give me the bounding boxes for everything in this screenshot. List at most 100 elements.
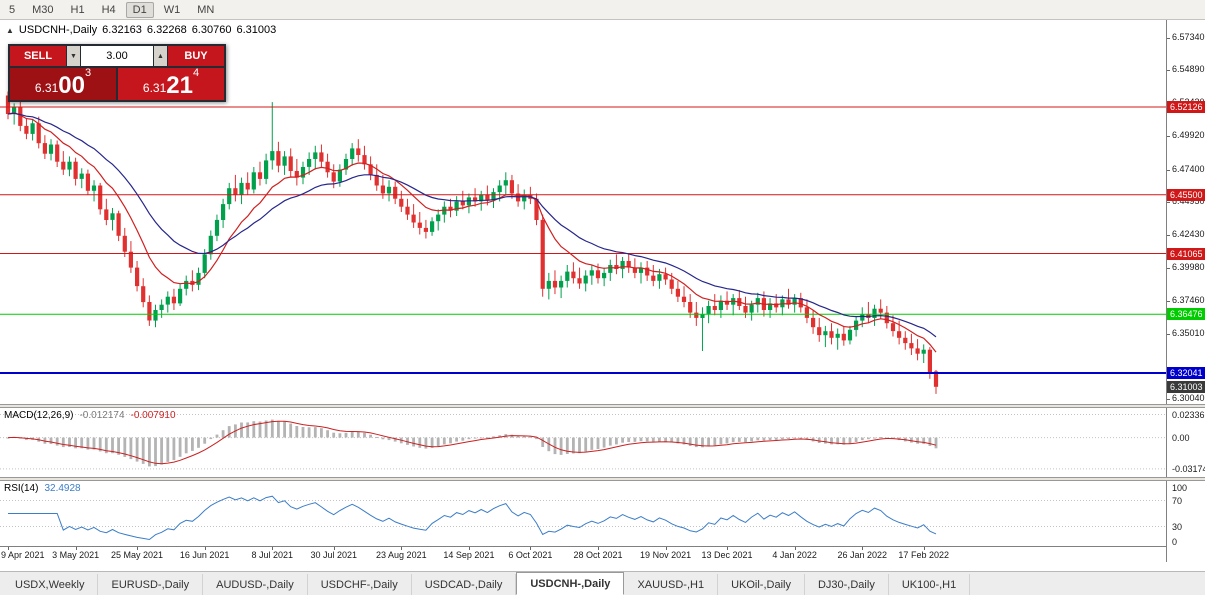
volume-increase-icon[interactable]: ▲ bbox=[154, 46, 167, 66]
rsi-value: 32.4928 bbox=[44, 483, 81, 494]
timeframe-button-h1[interactable]: H1 bbox=[70, 3, 85, 16]
tab-xauusd-h1[interactable]: XAUUSD-,H1 bbox=[624, 574, 719, 595]
timeframe-button-mn[interactable]: MN bbox=[197, 3, 215, 16]
date-tick-mark bbox=[862, 547, 864, 550]
ohlc-close: 6.31003 bbox=[236, 24, 277, 36]
date-tick-mark bbox=[923, 547, 925, 550]
bid-price[interactable]: 6.31 00 3 bbox=[10, 68, 116, 100]
price-tick-mark bbox=[1167, 399, 1170, 401]
date-tick-mark bbox=[204, 547, 206, 550]
timeframe-button-d1[interactable]: D1 bbox=[125, 1, 154, 18]
pane-splitter[interactable] bbox=[0, 404, 1205, 408]
price-tick-label: 6.30040 bbox=[1172, 393, 1205, 404]
ask-price[interactable]: 6.31 21 4 bbox=[118, 68, 224, 100]
date-tick-mark bbox=[333, 547, 335, 550]
price-tick-label: 6.35010 bbox=[1172, 327, 1205, 338]
date-tick-mark bbox=[468, 547, 470, 550]
price-tick-mark bbox=[1167, 267, 1170, 269]
one-click-trading-panel: SELL ▼ 3.00 ▲ BUY 6.31 00 3 6.31 21 4 bbox=[8, 44, 226, 102]
chart-header: ▲ USDCNH-,Daily 6.32163 6.32268 6.30760 6.310… bbox=[6, 24, 281, 36]
price-tick-label: 6.37460 bbox=[1172, 295, 1205, 306]
pane-splitter[interactable] bbox=[0, 477, 1205, 481]
date-tick-mark bbox=[75, 547, 77, 550]
date-label: 26 Jan 2022 bbox=[837, 550, 888, 560]
macd-tick-label: -0.03174 bbox=[1172, 463, 1205, 474]
date-label: 28 Oct 2021 bbox=[573, 550, 623, 560]
macd-tick-label: 0.00 bbox=[1172, 432, 1190, 443]
price-tick-mark bbox=[1167, 333, 1170, 335]
macd-signal-line bbox=[7, 420, 937, 465]
price-tick-mark bbox=[1167, 136, 1170, 138]
macd-signal-value: -0.007910 bbox=[130, 410, 176, 421]
timeframe-button-m30[interactable]: M30 bbox=[32, 3, 54, 16]
price-tick-mark bbox=[1167, 301, 1170, 303]
timeframe-button-h4[interactable]: H4 bbox=[101, 3, 116, 16]
date-tick-mark bbox=[530, 547, 532, 550]
bid-pip-digit: 3 bbox=[84, 67, 92, 79]
ask-pip-digit: 4 bbox=[192, 67, 200, 79]
price-tick-mark bbox=[1167, 38, 1170, 39]
chart-tabs-bar: USDX,Weekly EURUSD-,Daily AUDUSD-,Daily USD… bbox=[0, 571, 1205, 595]
date-label: 13 Dec 2021 bbox=[701, 550, 753, 560]
rsi-label: RSI(14) 32.4928 bbox=[4, 483, 87, 494]
date-tick-mark bbox=[8, 547, 9, 550]
price-tick-mark bbox=[1167, 169, 1170, 171]
date-tick-mark bbox=[272, 547, 274, 550]
rsi-tick-label: 70 bbox=[1172, 495, 1183, 506]
price-tick-mark bbox=[1167, 235, 1170, 237]
sell-button[interactable]: SELL bbox=[10, 46, 66, 66]
date-label: 25 May 2021 bbox=[111, 550, 164, 560]
date-tick-mark bbox=[137, 547, 139, 550]
price-axis[interactable]: 6.573406.548906.524306.499206.474006.449… bbox=[1166, 20, 1205, 562]
ma-slow-line bbox=[7, 112, 937, 338]
tab-uk100-h1[interactable]: UK100-,H1 bbox=[888, 574, 971, 595]
macd-histogram bbox=[6, 419, 938, 467]
price-tick-label: 6.57340 bbox=[1172, 32, 1205, 42]
volume-decrease-icon[interactable]: ▼ bbox=[67, 46, 80, 66]
date-axis[interactable]: 9 Apr 2021 3 May 2021 25 May 2021 16 Jun 20… bbox=[0, 546, 1166, 562]
price-tick-label: 6.49920 bbox=[1172, 130, 1205, 141]
date-label: 6 Oct 2021 bbox=[508, 550, 553, 560]
date-tick-mark bbox=[794, 547, 796, 550]
ask-prefix: 6.31 bbox=[142, 81, 167, 95]
rsi-line bbox=[8, 495, 937, 541]
tab-usdcad-daily[interactable]: USDCAD-,Daily bbox=[411, 574, 517, 595]
ohlc-high: 6.32268 bbox=[146, 24, 187, 36]
date-tick-mark bbox=[727, 547, 729, 550]
timeframe-button-5[interactable]: 5 bbox=[9, 3, 16, 16]
date-label: 3 May 2021 bbox=[52, 550, 100, 560]
tab-usdchf-daily[interactable]: USDCHF-,Daily bbox=[307, 574, 412, 595]
date-label: 14 Sep 2021 bbox=[443, 550, 495, 560]
date-tick-mark bbox=[401, 547, 403, 550]
macd-tick-label: 0.02336 bbox=[1172, 409, 1205, 420]
date-label: 19 Nov 2021 bbox=[640, 550, 692, 560]
rsi-pane[interactable] bbox=[0, 481, 1166, 546]
date-label: 30 Jul 2021 bbox=[310, 550, 357, 560]
price-level-badge: 6.41065 bbox=[1167, 247, 1205, 260]
tab-usdcnh-daily[interactable]: USDCNH-,Daily bbox=[516, 572, 625, 595]
date-label: 23 Aug 2021 bbox=[376, 550, 427, 560]
buy-button[interactable]: BUY bbox=[168, 46, 224, 66]
ohlc-low: 6.30760 bbox=[191, 24, 232, 36]
rsi-name: RSI(14) bbox=[4, 483, 39, 494]
price-level-badge: 6.32041 bbox=[1167, 367, 1205, 379]
bid-prefix: 6.31 bbox=[34, 81, 59, 95]
tab-usdx-weekly[interactable]: USDX,Weekly bbox=[2, 574, 99, 595]
macd-label: MACD(12,26,9) -0.012174 -0.007910 bbox=[4, 410, 182, 421]
tab-ukoil-daily[interactable]: UKOil-,Daily bbox=[718, 574, 805, 595]
tab-dj30-daily[interactable]: DJ30-,Daily bbox=[804, 574, 889, 595]
macd-pane[interactable] bbox=[0, 408, 1166, 477]
price-tick-label: 6.42430 bbox=[1172, 229, 1205, 240]
date-tick-mark bbox=[665, 547, 667, 550]
timeframe-toolbar: 5 M30 H1 H4 D1 W1 MN bbox=[0, 0, 1205, 20]
rsi-tick-label: 100 bbox=[1172, 483, 1188, 493]
date-label: 9 Apr 2021 bbox=[1, 550, 45, 560]
collapse-panel-icon[interactable]: ▲ bbox=[6, 26, 14, 35]
tab-audusd-daily[interactable]: AUDUSD-,Daily bbox=[203, 574, 308, 595]
current-price-badge: 6.31003 bbox=[1167, 380, 1205, 393]
volume-input[interactable]: 3.00 bbox=[81, 46, 153, 66]
tab-eurusd-daily[interactable]: EURUSD-,Daily bbox=[98, 574, 204, 595]
timeframe-button-w1[interactable]: W1 bbox=[163, 3, 181, 16]
price-tick-label: 6.39980 bbox=[1172, 261, 1205, 272]
